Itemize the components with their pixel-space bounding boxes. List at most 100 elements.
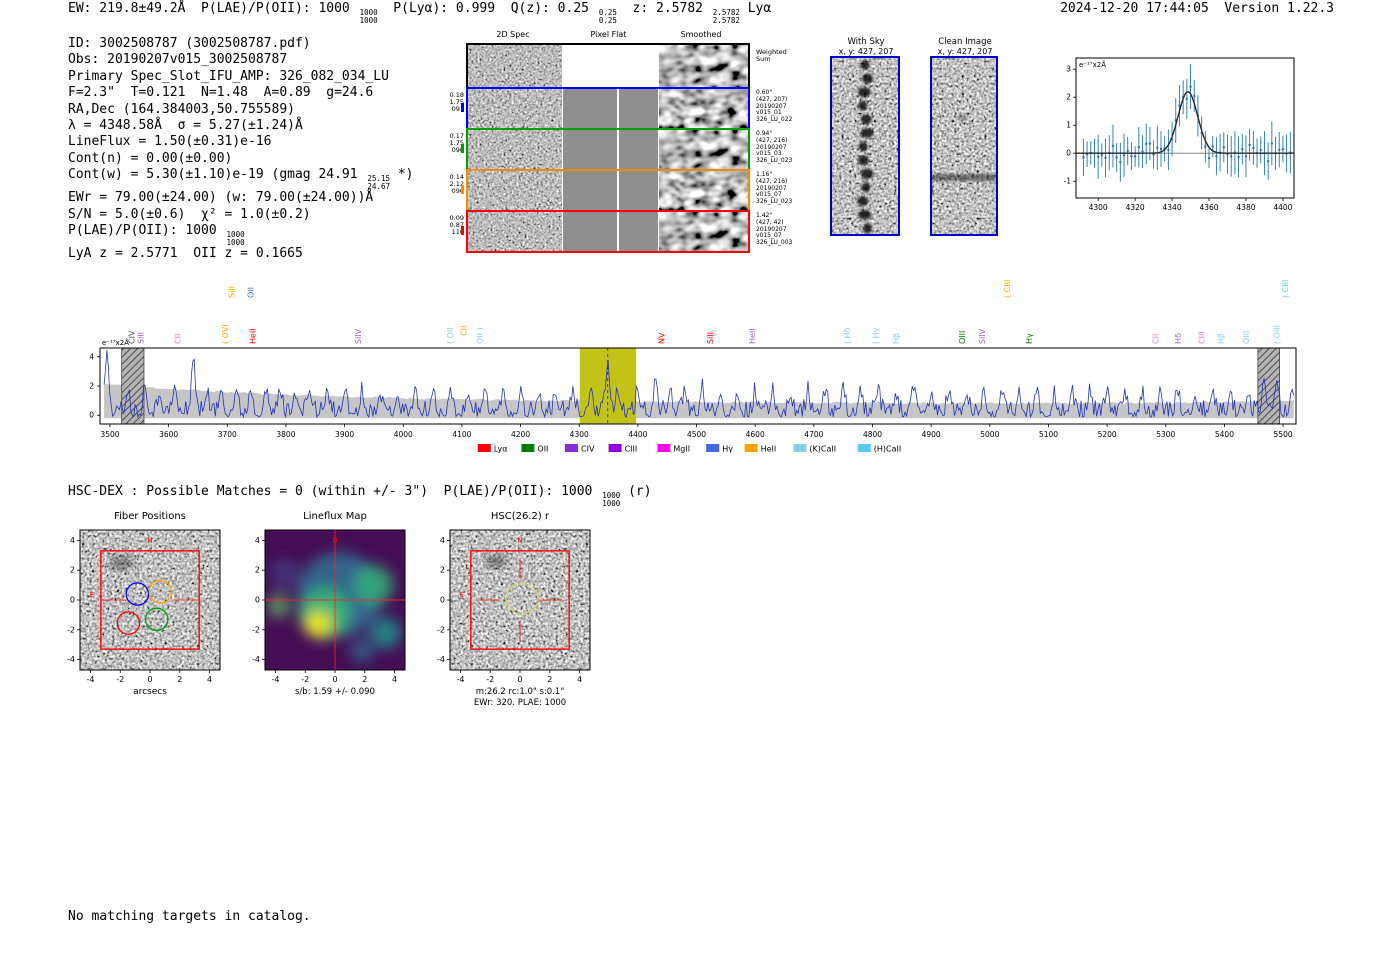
- info-line: λ = 4348.58Å σ = 5.27(±1.24)Å: [68, 118, 303, 134]
- svg-text:2: 2: [440, 566, 445, 575]
- svg-text:4200: 4200: [511, 430, 530, 439]
- svg-text:5500: 5500: [1274, 430, 1293, 439]
- emission-line-label: SiIV: [354, 328, 363, 344]
- svg-text:-2: -2: [67, 625, 75, 634]
- compass-e: E: [90, 591, 94, 599]
- cutout-pixelflat-empty: [563, 45, 658, 87]
- svg-text:4100: 4100: [452, 430, 471, 439]
- svg-text:4: 4: [89, 352, 94, 361]
- svg-text:4360: 4360: [1199, 203, 1218, 212]
- with-sky-title: With Sky: [847, 37, 885, 47]
- legend-label: CIII: [625, 445, 638, 454]
- col-header-pixelflat: Pixel Flat: [590, 30, 627, 39]
- cutout-row: 0.17 1.75 090 0.94" (427, 216) 20190207 v015_0…: [450, 128, 792, 171]
- info-line: ID: 3002508787 (3002508787.pdf): [68, 36, 311, 51]
- cutout-smoothed-image: [659, 212, 748, 251]
- svg-text:-4: -4: [67, 655, 75, 664]
- cutout-annotation: 1.16" (427, 216) 20190207 v015_07 326_LU_023: [756, 171, 793, 206]
- fiber-circle: [125, 582, 150, 606]
- svg-text:4000: 4000: [394, 430, 413, 439]
- svg-text:0: 0: [255, 596, 260, 605]
- svg-text:3600: 3600: [159, 430, 178, 439]
- emission-line-label: Hβ: [1216, 333, 1225, 344]
- legend-swatch: [565, 444, 578, 452]
- svg-text:5400: 5400: [1215, 430, 1234, 439]
- svg-text:-4: -4: [456, 675, 464, 684]
- svg-text:4800: 4800: [863, 430, 882, 439]
- svg-text:-1: -1: [1064, 177, 1072, 186]
- panel-title: Lineflux Map: [303, 511, 367, 522]
- info-line: EWr = 79.00(±24.00) (w: 79.00(±24.00))Å: [68, 190, 374, 206]
- fiber-circle: [144, 607, 169, 632]
- footer-notes: No matching targets in catalog. Row inte…: [68, 876, 311, 953]
- panel-caption-2: EWr: 320. PLAE: 1000: [474, 698, 566, 708]
- panel-caption-1: m:26.2 rc:1.0" s:0.1": [476, 687, 565, 697]
- info-line: F=2.3" T=0.121 N=1.48 A=0.89 g=24.6: [68, 85, 374, 101]
- cutout-annotation: 0.60" (427, 207) 20190207 v015_01 326_LU_022: [756, 89, 793, 124]
- svg-text:-2: -2: [301, 675, 309, 684]
- svg-text:0: 0: [1066, 149, 1071, 158]
- emission-line-label: HeII: [748, 328, 757, 344]
- panel-xlabel: arcsecs: [133, 687, 167, 697]
- compass-n: N: [517, 537, 522, 545]
- svg-text:2: 2: [70, 566, 75, 575]
- with-sky-coords: x, y: 427, 207: [838, 47, 894, 56]
- emission-line-label: CIII: [1198, 331, 1207, 344]
- fiber-color-tick: [461, 226, 464, 235]
- legend-swatch: [793, 444, 807, 452]
- cutout-2dspec-image: [468, 89, 562, 128]
- legend-swatch: [706, 444, 720, 452]
- svg-text:3800: 3800: [276, 430, 295, 439]
- svg-text:-2: -2: [116, 675, 124, 684]
- emission-line-label: ( OII: [446, 327, 455, 344]
- hsc-dex-line: HSC-DEX : Possible Matches = 0 (within +…: [68, 484, 652, 508]
- svg-text:2: 2: [255, 566, 260, 575]
- info-line: P(LAE)/P(OII): 1000 1000 1000: [68, 223, 245, 247]
- emission-line-label: ( OVI: [221, 324, 230, 344]
- zoom-spectrum-plot: 4300 4320 4340 4360 4380 4400 -1 0 1 2 3 e⁻¹⁷x2Å: [1064, 57, 1295, 212]
- cutout-smoothed-image: [659, 130, 748, 169]
- cutout-pixelflat-image: [563, 130, 658, 169]
- full-units-annotation: e⁻¹⁷x2Å: [102, 338, 129, 347]
- panel-title: HSC(26.2) r: [491, 511, 550, 522]
- cutout-2dspec-image: [468, 45, 562, 87]
- with-sky-panel: With Sky x, y: 427, 207: [830, 37, 902, 236]
- zoom-plot-frame: [1075, 57, 1295, 199]
- svg-text:0: 0: [89, 411, 94, 420]
- svg-text:-2: -2: [437, 625, 445, 634]
- info-line: LyA z = 2.5771 OII z = 0.1665: [68, 246, 303, 262]
- emission-line-label: Hγ: [1025, 333, 1034, 344]
- col-header-smoothed: Smoothed: [680, 30, 722, 39]
- svg-text:0: 0: [517, 675, 522, 684]
- cutout-2dspec-image: [468, 130, 562, 169]
- cutout-row: 0.18 1.75 091 0.60" (427, 207) 20190207 v015_0…: [450, 87, 792, 130]
- compass-n: N: [147, 537, 152, 545]
- legend-label: (H)CaII: [874, 445, 901, 454]
- svg-text:4340: 4340: [1163, 203, 1182, 212]
- svg-text:5000: 5000: [980, 430, 999, 439]
- emission-line-label: NV: [657, 332, 666, 344]
- cutout-annotation: 1.42" (427, 42) 20190207 v015_07 326_LU_003: [756, 212, 793, 247]
- svg-text:4320: 4320: [1126, 203, 1145, 212]
- legend-label: MgII: [673, 445, 690, 454]
- legend-swatch: [744, 444, 758, 452]
- cutout-annotation: 0.94" (427, 216) 20190207 v015_03 326_LU_023: [756, 130, 793, 165]
- legend-label: (K)CaII: [809, 445, 836, 454]
- svg-text:5300: 5300: [1156, 430, 1175, 439]
- emission-line-label: Hβ: [892, 333, 901, 344]
- compass-n: N: [332, 537, 337, 545]
- svg-text:4: 4: [577, 675, 582, 684]
- emission-line-label: HeII: [248, 328, 257, 344]
- cutout-row: 0.09 0.87 110 1.42" (427, 42) 20190207 v015_07…: [450, 210, 792, 253]
- info-line: RA,Dec (164.384003,50.755589): [68, 101, 295, 117]
- svg-text:2: 2: [89, 382, 94, 391]
- fiber-circle: [148, 579, 173, 604]
- svg-text:5100: 5100: [1039, 430, 1058, 439]
- svg-text:0: 0: [440, 596, 445, 605]
- emission-line-label: ( Hδ: [843, 327, 852, 344]
- spectrum-line: [103, 350, 1295, 419]
- cutout-row: 0.14 2.12 090 1.16" (427, 216) 20190207 v015_0…: [450, 169, 792, 212]
- fiber-circle: [116, 611, 141, 635]
